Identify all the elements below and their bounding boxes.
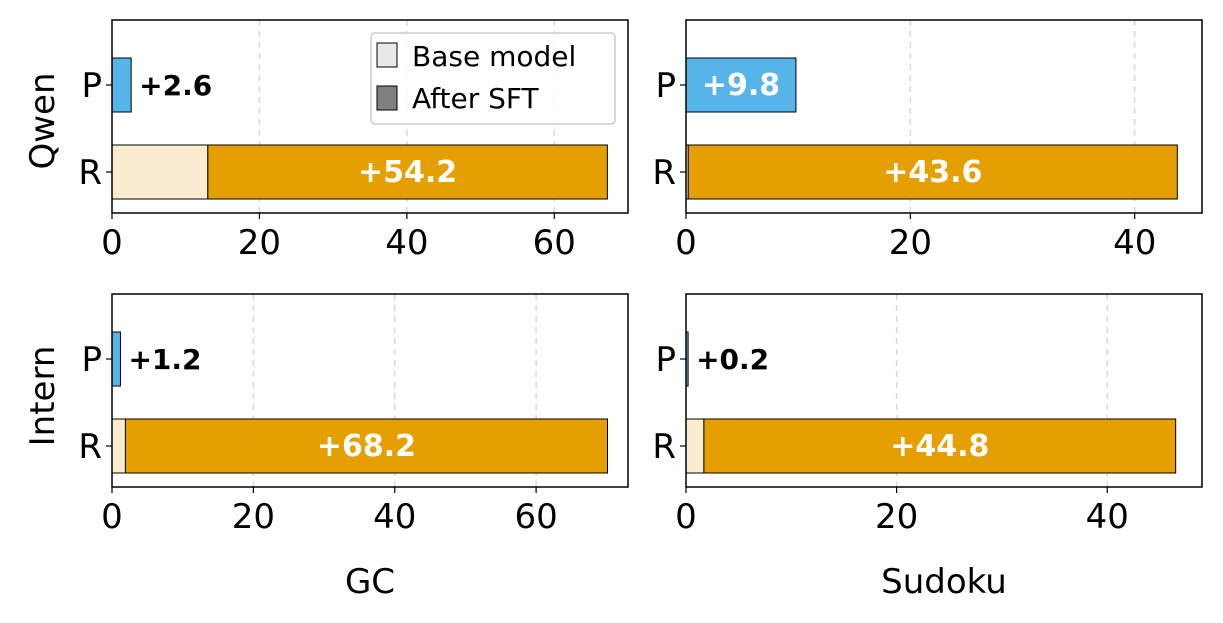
- row-label-intern: Intern: [23, 346, 63, 447]
- x-tick-label: 20: [232, 497, 275, 537]
- data-label-r: +54.2: [358, 155, 457, 190]
- bar-sft-r: [687, 144, 1178, 200]
- data-label-p: +0.2: [696, 343, 769, 376]
- legend-label-base: Base model: [412, 40, 576, 73]
- legend-swatch-sft: [376, 85, 398, 111]
- x-axis-label-gc: GC: [345, 562, 395, 602]
- category-label-p: P: [655, 66, 676, 106]
- panel-2: +9.8 P +43.6 R 0 20 40: [652, 19, 1203, 263]
- x-tick-label: 20: [889, 223, 932, 263]
- bar-sft-p: [111, 331, 121, 387]
- bar-base-r: [685, 418, 705, 474]
- bar-sft-r: [124, 418, 609, 474]
- bar-sft-p: [685, 57, 797, 113]
- legend-label-sft: After SFT: [412, 82, 540, 115]
- category-label-p: P: [81, 66, 102, 106]
- bar-base-r: [111, 144, 209, 200]
- x-tick-label: 20: [238, 223, 281, 263]
- category-label-r: R: [78, 153, 102, 193]
- x-tick-label: 0: [675, 223, 697, 263]
- axes-frame: [685, 293, 1203, 488]
- legend-box: [370, 32, 616, 125]
- axes-frame: [685, 19, 1203, 214]
- category-label-r: R: [78, 427, 102, 467]
- axes-frame: [111, 19, 629, 214]
- panel-3: +1.2 P +68.2 R 0 20 40 60: [78, 293, 629, 537]
- x-tick-label: 60: [533, 223, 576, 263]
- x-tick-label: 40: [1113, 223, 1156, 263]
- data-label-p: +2.6: [139, 69, 212, 102]
- x-tick-label: 40: [1086, 497, 1129, 537]
- category-label-r: R: [652, 427, 676, 467]
- category-label-r: R: [652, 153, 676, 193]
- x-axis-label-sudoku: Sudoku: [881, 562, 1007, 602]
- panel-1: +2.6 P +54.2 R 0 20 40 60: [78, 19, 629, 263]
- panel-4: +0.2 P +44.8 R 0 20 40: [652, 293, 1203, 537]
- data-label-r: +68.2: [317, 429, 416, 464]
- legend: Base model After SFT: [370, 32, 616, 125]
- x-tick-label: 60: [514, 497, 557, 537]
- data-label-r: +44.8: [890, 429, 989, 464]
- x-tick-label: 0: [101, 223, 123, 263]
- bar-sft-p: [111, 57, 132, 113]
- data-label-p: +1.2: [128, 343, 201, 376]
- row-label-qwen: Qwen: [23, 72, 63, 169]
- category-label-p: P: [655, 340, 676, 380]
- category-label-p: P: [81, 340, 102, 380]
- x-tick-label: 40: [385, 223, 428, 263]
- x-tick-label: 0: [101, 497, 123, 537]
- bar-sft-r: [703, 418, 1177, 474]
- data-label-r: +43.6: [883, 155, 982, 190]
- data-label-p: +9.8: [702, 68, 780, 103]
- axes-frame: [111, 293, 629, 488]
- legend-swatch-base: [376, 42, 398, 68]
- bar-base-r: [111, 418, 126, 474]
- panels: +2.6P+54.2R0 20 40 60+9.8P+43.6R0 20 40+1.2P+…: [78, 19, 1203, 537]
- x-tick-label: 20: [875, 497, 918, 537]
- bar-sft-r: [207, 144, 608, 200]
- x-tick-label: 0: [675, 497, 697, 537]
- x-tick-label: 40: [373, 497, 416, 537]
